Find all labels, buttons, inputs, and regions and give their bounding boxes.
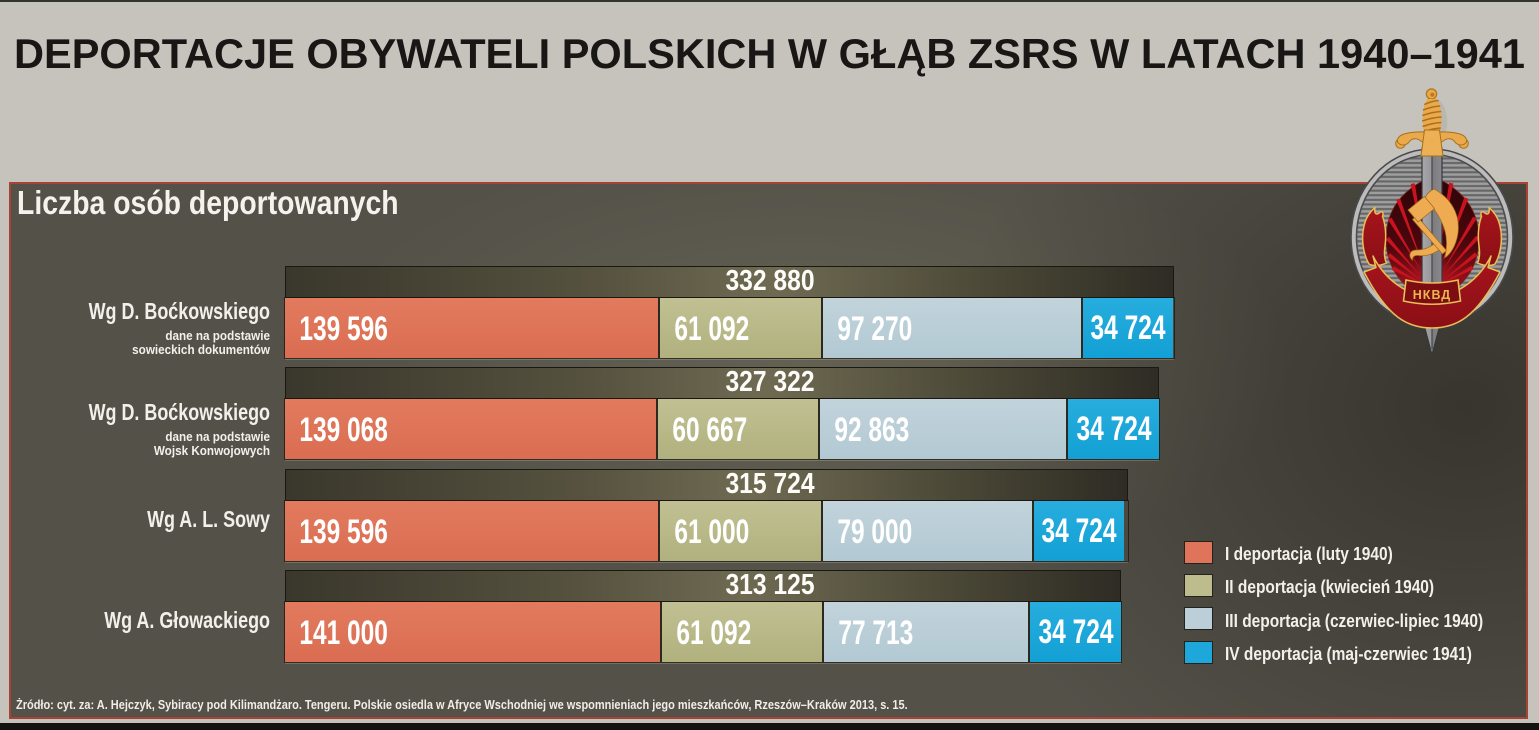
svg-text:НКВД: НКВД bbox=[1413, 288, 1451, 302]
